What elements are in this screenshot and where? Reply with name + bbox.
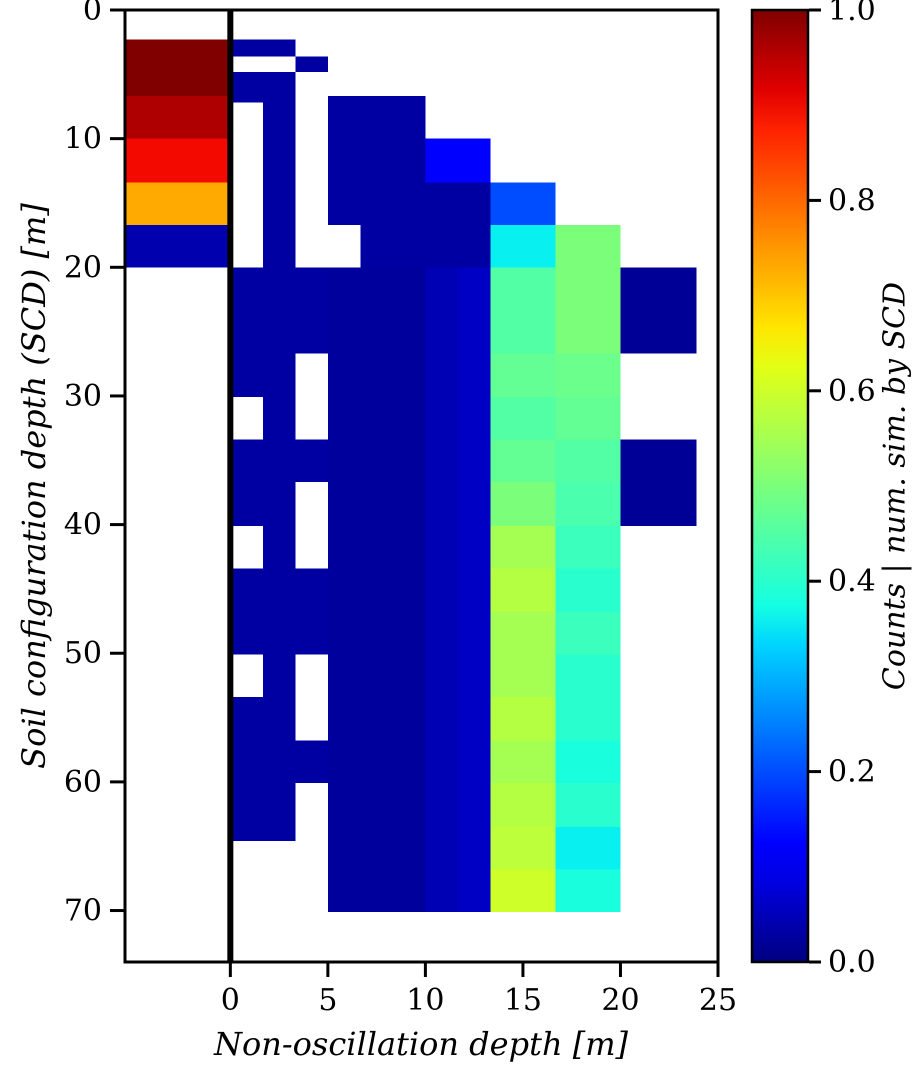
heatmap-cell <box>295 267 328 354</box>
heatmap-cell <box>125 224 231 268</box>
heatmap-cell <box>555 612 621 655</box>
heatmap-cell <box>490 353 556 398</box>
x-tick-label: 25 <box>699 983 737 1018</box>
heatmap-cell <box>490 267 556 312</box>
heatmap-cell <box>490 783 556 827</box>
heatmap-cell <box>125 96 231 139</box>
heatmap-cell <box>327 267 426 912</box>
y-tick-label: 0 <box>83 0 102 28</box>
heatmap-cell <box>125 138 231 183</box>
x-tick-label: 10 <box>406 983 444 1018</box>
x-tick-label: 15 <box>504 983 542 1018</box>
x-tick-label: 0 <box>221 983 240 1018</box>
colorbar-tick-label: 1.0 <box>828 0 876 28</box>
heatmap-cell <box>295 568 328 655</box>
heatmap-cell <box>555 439 621 483</box>
plot-border <box>123 8 720 964</box>
heatmap-cell <box>490 612 556 655</box>
heatmap-cell <box>425 267 458 912</box>
heatmap-cell <box>262 525 296 569</box>
colorbar-label: Counts | num. sim. by SCD <box>877 281 913 691</box>
heatmap-cell <box>327 96 426 139</box>
heatmap-cell <box>555 224 621 268</box>
heatmap-cell <box>490 525 556 569</box>
heatmap-cell <box>490 482 556 526</box>
colorbar-tick-label: 0.8 <box>828 183 876 218</box>
heatmap-cell <box>490 224 556 268</box>
x-axis-label: Non-oscillation depth [m] <box>213 1025 629 1063</box>
heatmap-cell <box>620 439 697 526</box>
heatmap-cell <box>555 397 621 440</box>
y-tick-label: 60 <box>64 765 102 800</box>
y-tick-label: 40 <box>64 508 102 543</box>
heatmap-cell <box>490 311 556 354</box>
heatmap-cell <box>620 267 697 354</box>
heatmap-cell <box>555 568 621 613</box>
heatmap-cell <box>295 56 328 72</box>
x-tick-label: 20 <box>601 983 639 1018</box>
heatmap-cell <box>555 654 621 697</box>
heatmap-cell <box>230 696 296 842</box>
colorbar-border <box>750 8 810 964</box>
heatmap-cell <box>125 182 231 225</box>
y-axis-label: Soil configuration depth (SCD) [m] <box>15 203 53 769</box>
heatmap-cell <box>230 439 296 526</box>
heatmap-cell <box>262 102 296 268</box>
heatmap-cell <box>555 740 621 784</box>
heatmap-cell <box>327 182 491 225</box>
y-tick-label: 20 <box>64 250 102 285</box>
heatmap-cell <box>262 397 296 440</box>
heatmap-cell <box>490 696 556 741</box>
y-tick-label: 10 <box>64 122 102 157</box>
heatmap-cell <box>490 740 556 784</box>
heatmap-cell <box>230 267 296 398</box>
heatmap-cell <box>230 39 296 57</box>
heatmap-cell <box>490 182 556 225</box>
heatmap-cell <box>555 311 621 354</box>
heatmap-cell <box>457 267 491 912</box>
heatmap-cell <box>230 568 296 655</box>
heatmap-cell <box>490 397 556 440</box>
heatmap-cell <box>555 482 621 526</box>
y-tick-label: 70 <box>64 894 102 929</box>
heatmap-cell <box>555 267 621 312</box>
heatmap-cell <box>295 740 328 784</box>
y-tick-label: 30 <box>64 379 102 414</box>
heatmap-cell <box>230 71 296 103</box>
heatmap-cell <box>490 439 556 483</box>
heatmap-cell <box>555 826 621 870</box>
colorbar-tick-label: 0.0 <box>828 945 876 980</box>
y-tick-label: 50 <box>64 636 102 671</box>
heatmap-cell <box>490 568 556 613</box>
heatmap-cell <box>555 869 621 912</box>
heatmap-cell <box>360 224 491 268</box>
heatmap-cell <box>490 654 556 697</box>
colorbar-tick-label: 0.6 <box>828 374 876 409</box>
heatmap-cell <box>425 138 491 183</box>
heatmap-cell <box>490 869 556 912</box>
colorbar <box>752 10 808 962</box>
heatmap-cell <box>295 439 328 483</box>
heatmap-cell <box>262 654 296 697</box>
heatmap-cell <box>555 353 621 398</box>
heatmap-cell <box>327 138 426 183</box>
heatmap-cell <box>490 826 556 870</box>
heatmap-cell <box>555 525 621 569</box>
colorbar-tick-label: 0.4 <box>828 564 876 599</box>
heatmap-cell <box>125 39 231 97</box>
colorbar-tick-label: 0.2 <box>828 755 876 790</box>
x-tick-label: 5 <box>318 983 337 1018</box>
heatmap-cell <box>555 696 621 741</box>
heatmap-cell <box>555 783 621 827</box>
